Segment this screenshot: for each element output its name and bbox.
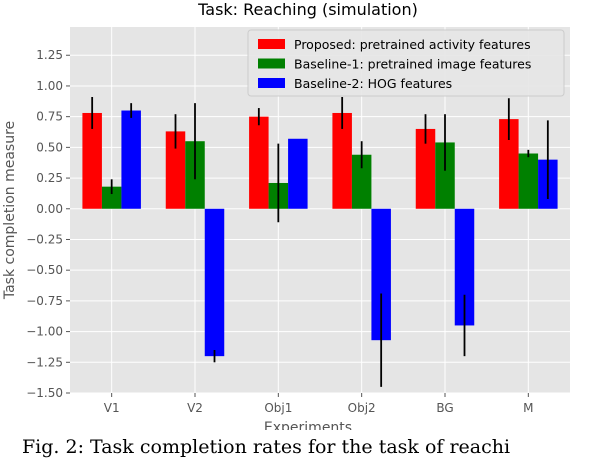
bar-3-obj2 [371, 208, 391, 341]
x-tick-label: M [523, 401, 533, 415]
bar-1-v2 [165, 131, 186, 209]
bar-2-bg [435, 142, 455, 209]
bar-1-v1 [82, 112, 102, 209]
y-tick-label: −1.00 [26, 325, 63, 339]
legend-label: Proposed: pretrained activity features [294, 37, 531, 52]
chart-title: Task: Reaching (simulation) [197, 0, 418, 19]
y-tick-label: 1.25 [36, 48, 63, 62]
bar-series [82, 110, 558, 357]
x-tick-label: BG [436, 401, 453, 415]
bar-3-v2 [204, 208, 225, 357]
y-axis-label: Task completion measure [2, 121, 18, 300]
y-tick-label: 0.50 [36, 140, 63, 154]
legend-swatch [258, 39, 285, 49]
bar-3-bg [454, 208, 475, 326]
legend-swatch [258, 58, 285, 69]
y-axis-ticks: −1.50 −1.25 −1.00 −0.75 −0.50 −0.25 0.00 0.25 0.… [26, 48, 70, 400]
y-tick-label: −0.50 [26, 263, 63, 277]
bar-2-m [518, 153, 539, 209]
legend-label: Baseline-1: pretrained image features [294, 57, 531, 72]
y-tick-label: −0.25 [26, 232, 63, 246]
x-axis-label: Experiments [264, 420, 352, 430]
x-tick-label: Obj1 [264, 401, 292, 415]
legend-label: Baseline-2: HOG features [294, 76, 452, 91]
bar-chart: −1.50 −1.25 −1.00 −0.75 −0.50 −0.25 0.00 0.25 0.… [2, 0, 570, 430]
y-tick-label: 0.25 [36, 171, 63, 185]
bar-3-v1 [121, 110, 141, 209]
bar-1-bg [415, 128, 436, 209]
bar-3-obj1 [288, 138, 308, 209]
legend-box [247, 29, 565, 97]
error-bars [91, 97, 549, 387]
y-tick-label: −0.75 [26, 294, 63, 308]
y-tick-label: 1.00 [36, 79, 63, 93]
legend-swatch [258, 78, 285, 88]
legend: Proposed: pretrained activity features Ba… [247, 29, 565, 97]
x-tick-label: V1 [104, 401, 120, 415]
x-tick-label: V2 [187, 401, 203, 415]
x-axis-ticks: V1 V2 Obj1 Obj2 BG M [104, 393, 534, 415]
y-tick-label: 0.75 [36, 110, 63, 124]
x-tick-label: Obj2 [348, 401, 376, 415]
y-tick-label: −1.50 [26, 386, 63, 400]
bar-1-m [499, 119, 519, 209]
bar-1-obj2 [332, 112, 352, 209]
y-tick-label: −1.25 [26, 355, 63, 369]
y-tick-label: 0.00 [36, 202, 63, 216]
bar-1-obj1 [249, 116, 269, 209]
bar-2-obj2 [351, 154, 372, 209]
figure-caption: Fig. 2: Task completion rates for the ta… [22, 436, 511, 458]
bar-2-v1 [101, 186, 122, 209]
